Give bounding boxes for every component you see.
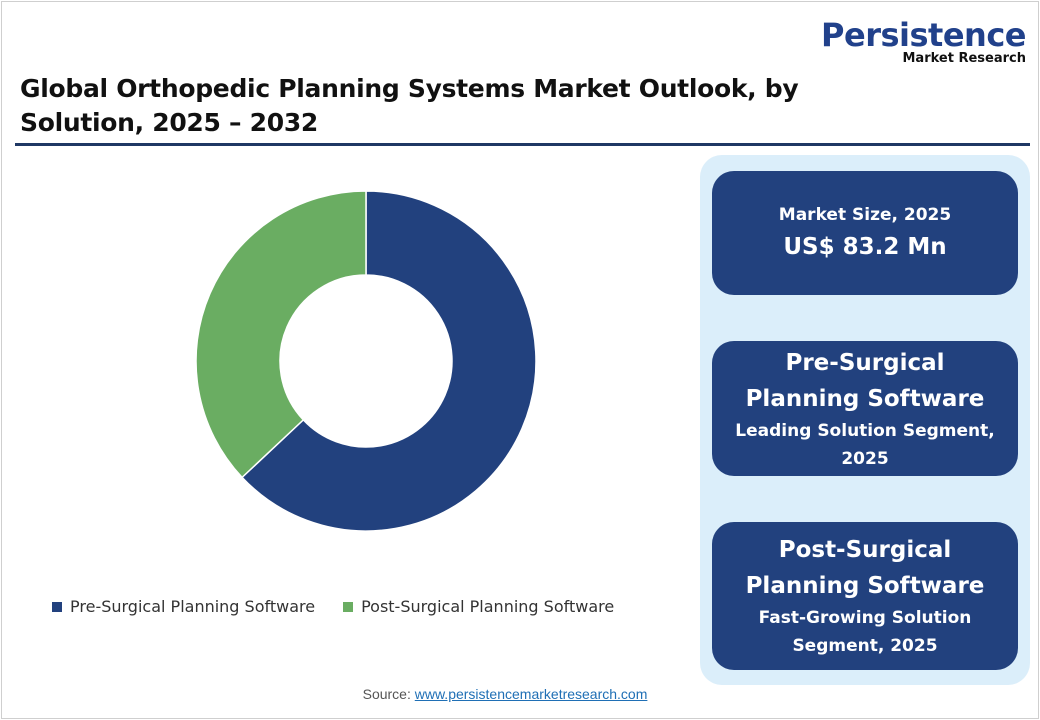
card-subtitle: Leading Solution Segment, 2025 — [735, 420, 995, 469]
source-note: Source: www.persistencemarketresearch.co… — [0, 686, 1010, 702]
logo-text: Persistence — [821, 16, 1026, 54]
logo-subtext: Market Research — [902, 51, 1027, 66]
title-divider — [15, 143, 1030, 146]
card-title: Pre-Surgical Planning Software — [745, 349, 985, 412]
legend-item-pre-surgical: Pre-Surgical Planning Software — [52, 597, 315, 616]
page-title: Global Orthopedic Planning Systems Marke… — [20, 74, 799, 137]
logo: Persistence Market Research — [814, 18, 1026, 66]
source-link[interactable]: www.persistencemarketresearch.com — [414, 686, 648, 702]
card-label: Market Size, 2025 — [778, 205, 952, 225]
legend: Pre-Surgical Planning Software Post-Surg… — [52, 597, 614, 616]
market-size-card: Market Size, 2025 US$ 83.2 Mn — [712, 171, 1018, 295]
legend-label: Post-Surgical Planning Software — [361, 597, 615, 616]
source-label: Source: — [362, 686, 411, 702]
legend-swatch — [343, 601, 354, 612]
donut-slice-pre-surgical — [241, 190, 537, 532]
card-value: US$ 83.2 Mn — [783, 234, 947, 260]
card-subtitle: Fast-Growing Solution Segment, 2025 — [758, 608, 972, 656]
legend-item-post-surgical: Post-Surgical Planning Software — [343, 597, 614, 616]
card-title: Post-Surgical Planning Software — [745, 537, 985, 599]
legend-label: Pre-Surgical Planning Software — [70, 597, 316, 616]
donut-chart — [195, 190, 537, 532]
legend-swatch — [52, 601, 62, 612]
fast-growing-card: Post-Surgical Planning Software Fast-Gro… — [712, 522, 1018, 670]
leading-segment-card: Pre-Surgical Planning Software Leading S… — [712, 341, 1018, 476]
donut-slice-post-surgical — [195, 190, 367, 479]
